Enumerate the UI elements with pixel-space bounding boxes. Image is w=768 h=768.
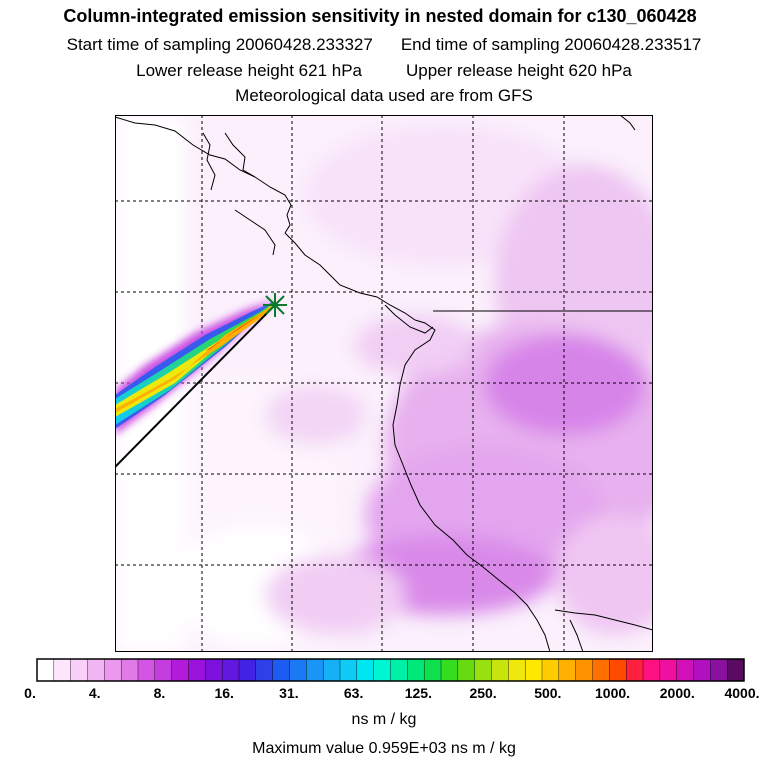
colorbar-tick-label: 16. (214, 685, 234, 701)
colorbar-cell (104, 658, 122, 682)
colorbar-cell (205, 658, 223, 682)
colorbar-frame (36, 658, 745, 682)
colorbar-cell (508, 658, 526, 682)
colorbar-cell (322, 658, 341, 682)
colorbar-cell (373, 658, 392, 682)
colorbar-cell (524, 658, 543, 682)
colorbar-cell (474, 658, 493, 682)
colorbar-cell (70, 658, 88, 682)
colorbar-tick-label: 4000. (724, 685, 760, 701)
colorbar-cell (558, 658, 577, 682)
plot-title: Column-integrated emission sensitivity i… (63, 6, 697, 26)
colorbar-cell (693, 658, 711, 682)
map-frame (115, 115, 653, 652)
colorbar-tick-label: 4. (88, 685, 101, 701)
colorbar-cell (642, 658, 661, 682)
colorbar-cell (339, 658, 358, 682)
colorbar-tick-label: 125. (404, 685, 432, 701)
colorbar-cell (306, 658, 324, 682)
upper-release-label: Upper release height 620 hPa (406, 61, 632, 80)
release-point-asterisk (263, 293, 287, 317)
colorbar-tick-label: 31. (279, 685, 299, 701)
end-time-label: End time of sampling 20060428.233517 (400, 35, 702, 54)
colorbar-tick-label: 500. (534, 685, 562, 701)
colorbar-cell (289, 658, 307, 682)
colorbar-cell (423, 658, 442, 682)
colorbar (36, 658, 745, 682)
colorbar-unit: ns m / kg (351, 711, 417, 728)
colorbar-cell (36, 658, 55, 682)
met-data-label: Meteorological data used are from GFS (235, 86, 533, 105)
colorbar-cell (407, 658, 425, 682)
colorbar-tick-label: 2000. (659, 685, 695, 701)
colorbar-tick-label: 0. (24, 685, 36, 701)
colorbar-tick-label: 250. (469, 685, 497, 701)
colorbar-tick-label: 8. (153, 685, 166, 701)
colorbar-cell (676, 658, 694, 682)
lower-release-label: Lower release height 621 hPa (136, 61, 362, 80)
colorbar-cell (575, 658, 593, 682)
plume (115, 300, 275, 435)
colorbar-cells (36, 658, 745, 682)
colorbar-cell (491, 658, 509, 682)
colorbar-cell (272, 658, 291, 682)
colorbar-cell (440, 658, 459, 682)
colorbar-cell (710, 658, 728, 682)
sampling-time-row: Start time of sampling 20060428.233327 En… (0, 35, 768, 55)
start-time-label: Start time of sampling 20060428.233327 (66, 35, 373, 54)
colorbar-cell (726, 658, 745, 682)
colorbar-cell (188, 658, 206, 682)
coastline (115, 115, 653, 652)
colorbar-cell (541, 658, 560, 682)
colorbar-cell (171, 658, 189, 682)
colorbar-cell (457, 658, 476, 682)
colorbar-cell (356, 658, 375, 682)
colorbar-cell (592, 658, 610, 682)
maximum-value-label: Maximum value 0.959E+03 ns m / kg (252, 740, 516, 757)
trajectory-line (115, 304, 276, 468)
colorbar-cell (221, 658, 240, 682)
colorbar-tick-label: 63. (343, 685, 364, 701)
colorbar-cell (154, 658, 173, 682)
colorbar-cell (609, 658, 627, 682)
colorbar-cell (390, 658, 408, 682)
colorbar-cell (53, 658, 72, 682)
release-height-row: Lower release height 621 hPa Upper releas… (0, 61, 768, 81)
colorbar-cell (659, 658, 678, 682)
colorbar-cell (238, 658, 257, 682)
sensitivity-map (115, 115, 653, 652)
colorbar-cell (87, 658, 105, 682)
colorbar-cell (120, 658, 139, 682)
colorbar-cell (625, 658, 644, 682)
colorbar-cell (255, 658, 274, 682)
colorbar-cell (137, 658, 156, 682)
colorbar-tick-label: 1000. (595, 685, 631, 701)
sensitivity-field (115, 115, 653, 652)
